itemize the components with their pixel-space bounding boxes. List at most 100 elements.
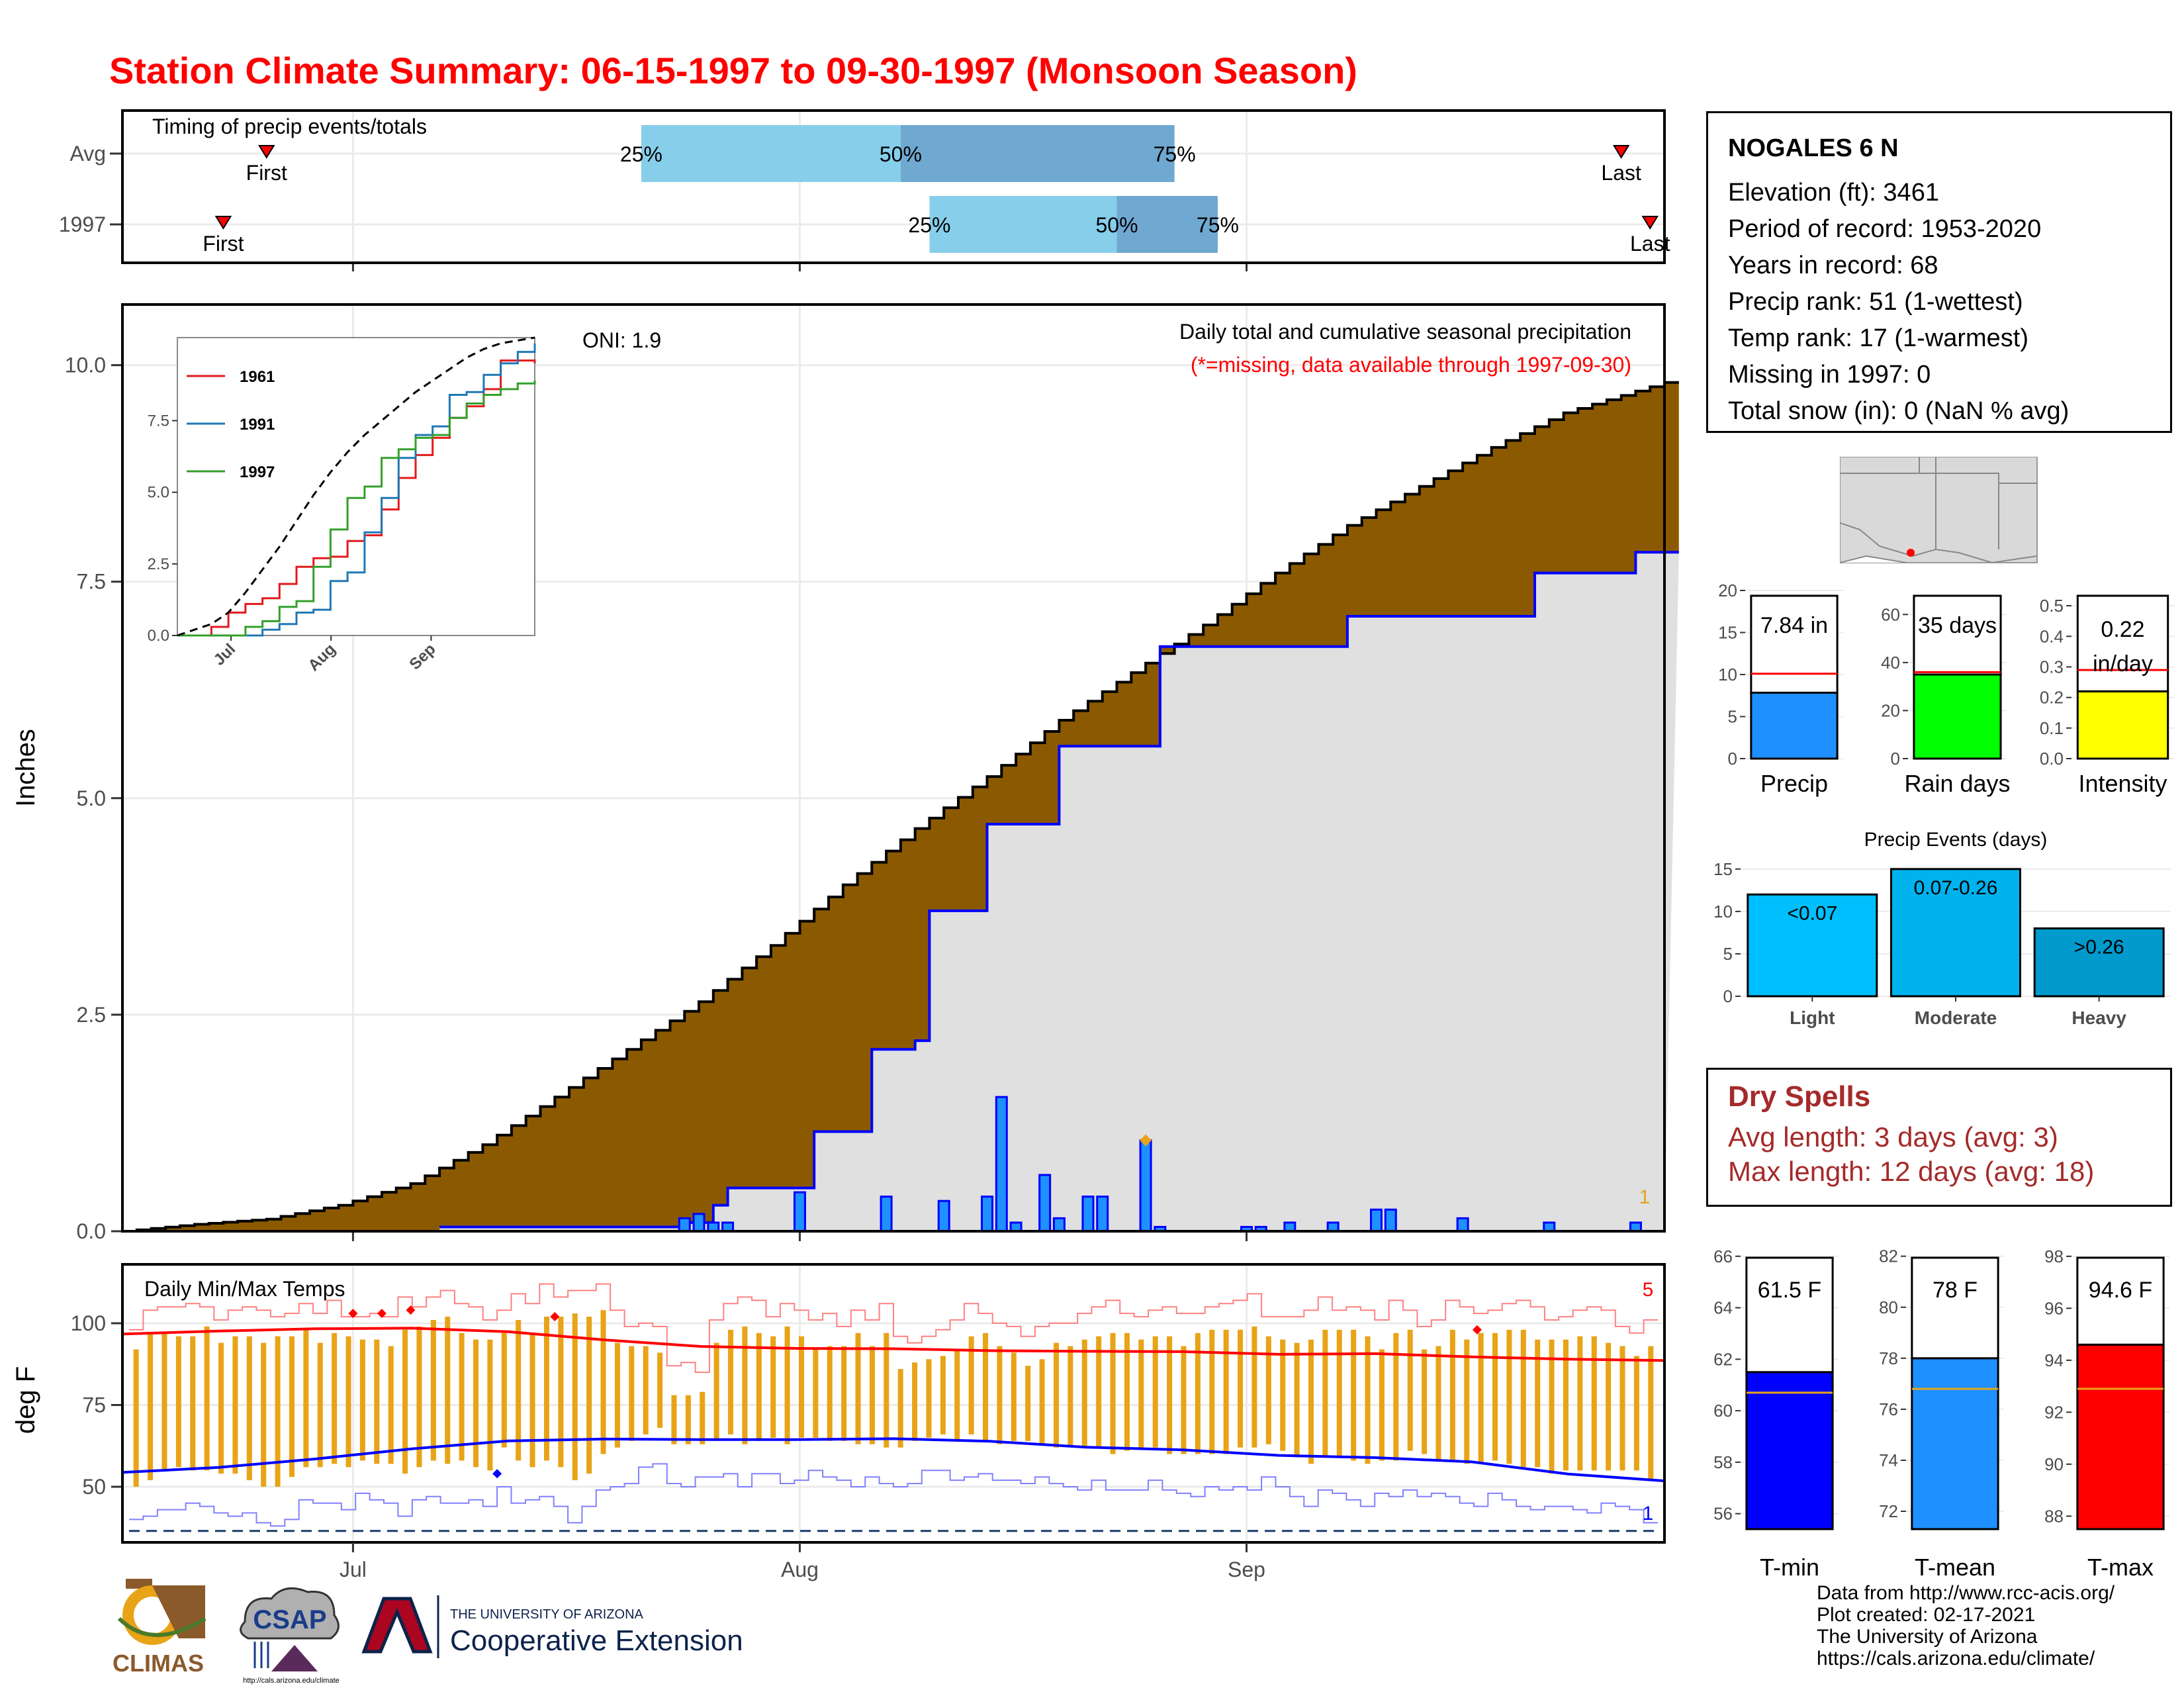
intensity-y-tick-label: 0.1 [2040, 718, 2064, 738]
climas-wordmark: CLIMAS [113, 1650, 204, 1677]
tmin-bar [1745, 1371, 1834, 1530]
daily-temp-bar [1209, 1329, 1215, 1454]
daily-temp-bar [232, 1336, 238, 1474]
daily-temp-bar [1068, 1346, 1073, 1448]
x-axis-tick-label: Sep [1228, 1558, 1265, 1581]
daily-precip-bar [981, 1196, 994, 1233]
intensity-label: Intensity [2078, 770, 2167, 797]
daily-temp-bar [175, 1336, 181, 1468]
events-y-tick-label: 15 [1713, 859, 1733, 879]
station-period: Period of record: 1953-2020 [1728, 215, 2042, 243]
avg-max-temp-line [122, 1327, 1665, 1362]
tmin-y-tick-label: 56 [1713, 1504, 1733, 1524]
daily-precip-bar [880, 1196, 893, 1233]
daily-temp-bar [1011, 1352, 1017, 1441]
timing-1997-first-marker [214, 216, 232, 230]
daily-temp-bar [983, 1333, 989, 1441]
temp-y-axis-label: deg F [11, 1366, 40, 1434]
timing-avg-q1-bar [641, 125, 901, 182]
station-precip-rank: Precip rank: 51 (1-wettest) [1728, 288, 2023, 316]
station-years: Years in record: 68 [1728, 252, 1938, 279]
daily-temp-bar [1478, 1333, 1484, 1464]
x-axis-tick-label: Jul [340, 1558, 367, 1581]
mini-raindays-chart: 0 20 40 60 35 days Rain days [1881, 590, 2011, 797]
x-axis-tick-label: Aug [781, 1558, 819, 1581]
inset-legend-label: 1961 [240, 368, 275, 386]
inset-y-tick-label: 5.0 [148, 484, 169, 502]
precip-1997-area [122, 552, 1679, 1232]
daily-precip-bar [1139, 1139, 1152, 1233]
ua-small-text: THE UNIVERSITY OF ARIZONA [450, 1607, 644, 1622]
timing-avg-pct-label: 75% [1154, 142, 1196, 166]
precip-y-tick-label: 7.5 [77, 570, 106, 594]
tmin-y-tick-label: 66 [1713, 1246, 1733, 1266]
daily-temp-bar [1449, 1329, 1455, 1461]
timing-avg-pct-label: 25% [620, 142, 662, 166]
intensity-value-unit: in/day [2093, 651, 2153, 677]
daily-temp-bar [430, 1320, 436, 1461]
station-name: NOGALES 6 N [1728, 134, 1899, 162]
daily-temp-bar [402, 1329, 408, 1474]
tmin-y-tick-label: 62 [1713, 1349, 1733, 1369]
record-high-marker [348, 1309, 358, 1319]
daily-temp-bar [600, 1310, 606, 1454]
daily-temp-bar [1591, 1336, 1597, 1471]
daily-precip-bar [1456, 1217, 1469, 1233]
events-y-tick-label: 0 [1723, 986, 1733, 1006]
daily-temp-bar [614, 1342, 620, 1448]
temp-count-min: 1 [1643, 1503, 1654, 1524]
raindays-bar [1913, 673, 2002, 760]
daily-temp-bar [968, 1336, 974, 1434]
daily-temp-bar [1407, 1329, 1413, 1451]
tmin-value-box [1745, 1256, 1834, 1374]
daily-temp-bar [1435, 1346, 1441, 1461]
precip-y-axis-label: Inches [11, 729, 40, 807]
precip-deficit-area [122, 382, 1679, 1231]
daily-temp-bar [1294, 1342, 1300, 1458]
daily-temp-bar [246, 1336, 252, 1481]
record-max-line [129, 1283, 1658, 1374]
precip-y-tick-label: 10.0 [65, 353, 106, 377]
footer-source: Data from http://www.rcc-acis.org/ [1817, 1582, 2115, 1604]
precip-label: Precip [1760, 770, 1828, 797]
daily-temp-bar [148, 1333, 154, 1481]
tmin-value-label: 61.5 F [1758, 1278, 1821, 1303]
daily-precip-bar [793, 1191, 806, 1233]
events-category-label: Moderate [1915, 1008, 1997, 1028]
dry-spells-title: Dry Spells [1728, 1080, 1871, 1113]
inset-line-1997 [177, 380, 536, 637]
daily-temp-bar [558, 1317, 564, 1468]
station-elevation: Elevation (ft): 3461 [1728, 179, 1939, 207]
timing-avg-first-label: First [246, 161, 287, 185]
daily-temp-bar [728, 1329, 734, 1434]
daily-temp-bar [543, 1317, 549, 1461]
daily-temp-bar [1351, 1329, 1357, 1461]
daily-temp-bar [261, 1342, 267, 1487]
intensity-y-tick-label: 0.5 [2040, 596, 2064, 616]
inset-line-1991 [177, 343, 536, 637]
precip-y-tick-label: 5 [1728, 707, 1737, 727]
daily-temp-bar [1422, 1349, 1428, 1454]
daily-precip-bar [1052, 1217, 1066, 1233]
precip-y-tick-label: 2.5 [77, 1003, 106, 1027]
events-category-label: Light [1790, 1008, 1835, 1028]
precip-events-chart: Precip Events (days) 0 5 10 15 <0.07 Light 0.0… [1713, 829, 2171, 1028]
tmax-y-tick-label: 98 [2044, 1246, 2064, 1266]
daily-temp-bar [374, 1339, 380, 1464]
tmin-y-tick-label: 60 [1713, 1401, 1733, 1421]
timing-avg-last-marker [1612, 145, 1630, 159]
intensity-y-tick-label: 0.3 [2040, 657, 2064, 677]
record-high-marker [377, 1309, 387, 1319]
footer-url: https://cals.arizona.edu/climate/ [1817, 1648, 2095, 1669]
location-map [1840, 457, 2038, 564]
tmax-value-label: 94.6 F [2089, 1278, 2152, 1303]
daily-temp-bar [204, 1326, 210, 1471]
tmax-bar [2076, 1343, 2165, 1530]
daily-temp-bar [1365, 1336, 1371, 1464]
events-bar-moderate [1890, 868, 2021, 998]
timing-frame [121, 109, 1666, 264]
tmean-y-tick-label: 74 [1879, 1450, 1898, 1470]
daily-temp-bar [1379, 1349, 1385, 1461]
tmax-chart: 88 90 92 94 96 98 94.6 F T-max [2044, 1246, 2169, 1581]
